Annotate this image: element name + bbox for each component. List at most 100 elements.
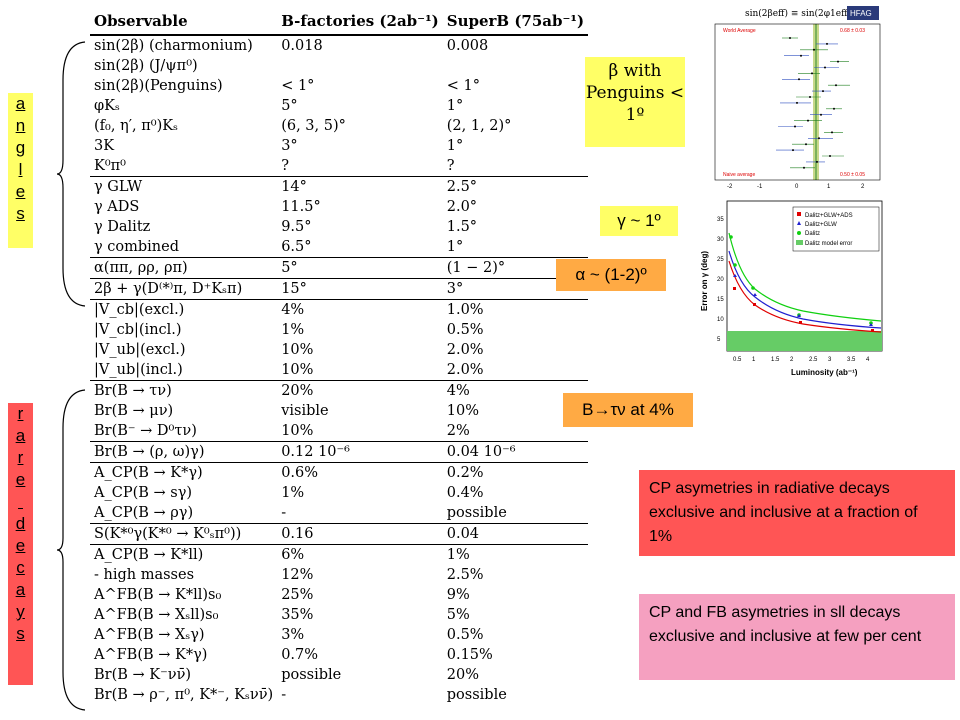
b-factories-cell: 20%	[277, 380, 443, 401]
b-factories-cell: 5°	[277, 257, 443, 279]
vertical-letter: s	[16, 624, 25, 643]
observable-cell: |V_cb|(incl.)	[94, 322, 182, 338]
superb-cell: possible	[446, 687, 507, 703]
observable-cell: γ Dalitz	[94, 219, 151, 235]
gamma-x-tick: 3.5	[847, 357, 856, 363]
observable-cell: |V_ub|(excl.)	[94, 342, 186, 358]
hfag-point	[835, 84, 837, 87]
observable-cell: A^FB(B → K*ll)s₀	[94, 587, 222, 603]
observable-cell: A^FB(B → Xₛγ)	[94, 627, 205, 643]
observable-cell: A_CP(B → K*ll)	[90, 544, 278, 565]
gamma-x-tick: 4	[866, 357, 870, 363]
superb-cell: 1.0%	[442, 299, 589, 320]
gamma-error-plot: Dalitz+GLW+ADS Dalitz+GLW Dalitz Dalitz …	[695, 193, 885, 378]
table-row: γ ADS 11.5° 2.0°	[90, 197, 588, 217]
observables-table-wrap: Observable B-factories (2ab⁻¹) SuperB (7…	[90, 8, 589, 705]
b-factories-cell: 4%	[277, 299, 443, 320]
hfag-first-value: 0.68 ± 0.03	[840, 28, 865, 34]
gamma-y-ticks: 5 10 15 20 25 30 35	[717, 217, 724, 343]
vertical-letter: a	[15, 94, 26, 113]
hfag-sin2beta-plot: sin(2βeff) ≡ sin(2φ1eff) HFAG World Aver…	[705, 0, 885, 190]
table-row: |V_ub|(incl.) 10% 2.0%	[90, 360, 588, 381]
b-factories-cell: possible	[281, 667, 342, 683]
table-row: |V_ub|(excl.) 10% 2.0%	[90, 340, 588, 360]
b-factories-cell: 10%	[281, 362, 314, 378]
superb-cell: 0.15%	[446, 647, 493, 663]
gamma-x-tick: 3	[828, 357, 832, 363]
dalitz-glw-curve	[728, 250, 882, 329]
b-factories-cell: (6, 3, 5)°	[281, 118, 346, 134]
svg-text:-2: -2	[727, 184, 733, 190]
vertical-letter: a	[15, 426, 26, 445]
observable-cell: Br(B⁻ → D⁰τν)	[94, 423, 197, 439]
table-row: K⁰π⁰??	[90, 156, 588, 177]
table-row: A_CP(B → ργ) - possible	[90, 503, 588, 524]
hfag-x-ticks: -2 -1 0 1 2	[727, 184, 865, 190]
rare-decays-brace	[56, 389, 86, 711]
vertical-letter: r	[17, 404, 24, 423]
b-factories-cell: 25%	[281, 587, 314, 603]
cp-fb-note: CP and FB asymetries in sll decays exclu…	[639, 594, 955, 680]
hfag-last-entry: Naive average	[723, 172, 755, 178]
hfag-point	[811, 72, 813, 75]
hfag-point	[798, 78, 800, 81]
dalitz-glw-ads-curve	[728, 260, 882, 333]
table-row: (f₀, η′, π⁰)Kₛ (6, 3, 5)° (2, 1, 2)°	[90, 116, 588, 136]
table-row: A^FB(B → Xₛγ) 3% 0.5%	[90, 625, 588, 645]
observable-cell: γ ADS	[94, 199, 140, 215]
b-factories-cell: -	[281, 505, 287, 521]
gamma-x-tick: 0.5	[733, 357, 742, 363]
observable-cell: K⁰π⁰	[94, 158, 126, 174]
gamma-y-tick: 30	[717, 237, 724, 243]
observable-cell: 3K	[94, 138, 115, 154]
b-factories-cell: 9.5°	[281, 219, 312, 235]
b-factories-cell	[277, 56, 443, 76]
hfag-badge	[847, 6, 879, 20]
hfag-point	[805, 143, 807, 146]
gamma-x-tick: 2	[790, 357, 794, 363]
hfag-point	[824, 66, 826, 69]
observable-cell: S(K*⁰γ(K*⁰ → K⁰ₛπ⁰))	[90, 523, 278, 545]
table-row: sin(2β)(Penguins) < 1° < 1°	[90, 76, 588, 96]
superb-cell: 2%	[446, 423, 470, 439]
hfag-badge-text: HFAG	[850, 9, 872, 18]
hfag-point	[829, 155, 831, 157]
gamma-y-tick: 5	[717, 337, 721, 343]
dalitz-curve	[728, 232, 882, 322]
table-row: |V_cb|(excl.) 4% 1.0%	[90, 299, 589, 320]
superb-cell: 0.2%	[442, 462, 589, 483]
superb-cell: possible	[446, 505, 507, 521]
vertical-letter: l	[18, 160, 23, 179]
hfag-point	[826, 42, 828, 45]
svg-text:-1: -1	[757, 184, 763, 190]
superb-cell: 2.5°	[442, 176, 589, 197]
table-row: Br(B → K⁻νν̄) possible 20%	[90, 665, 588, 685]
table-row: Br(B → ρ⁻, π⁰, K*⁻, Kₛνν̄) - possible	[90, 685, 588, 705]
table-row: 2β + γ(D⁽*⁾π, D⁺Kₛπ) 15° 3°	[90, 278, 589, 300]
superb-cell: 9%	[446, 587, 470, 603]
vertical-letter: e	[15, 182, 26, 201]
table-row: S(K*⁰γ(K*⁰ → K⁰ₛπ⁰)) 0.16 0.04	[90, 523, 589, 545]
observable-cell: - high masses	[94, 567, 195, 583]
header-observable: Observable	[90, 8, 278, 36]
observable-cell: A_CP(B → ργ)	[94, 505, 194, 521]
superb-cell: ?	[446, 158, 455, 174]
header-superb: SuperB (75ab⁻¹)	[442, 8, 589, 36]
legend-glw-text: Dalitz+GLW	[805, 222, 837, 228]
b-factories-cell: 1%	[281, 322, 305, 338]
hfag-point	[796, 101, 798, 104]
table-row: A_CP(B → sγ) 1% 0.4%	[90, 483, 588, 503]
table-row: γ GLW 14° 2.5°	[90, 176, 589, 197]
table-row: Br(B → (ρ, ω)γ) 0.12 10⁻⁶ 0.04 10⁻⁶	[90, 441, 589, 463]
table-row: α(ππ, ρρ, ρπ) 5° (1 − 2)°	[90, 257, 589, 279]
gamma-legend-box	[792, 206, 880, 252]
cp-radiative-note: CP asymetries in radiative decays exclus…	[639, 470, 955, 556]
superb-cell: (2, 1, 2)°	[446, 118, 512, 134]
table-row: 3K 3° 1°	[90, 136, 588, 156]
b-factories-cell: 0.12 10⁻⁶	[277, 441, 443, 463]
vertical-letter: y	[16, 602, 25, 621]
hfag-point	[809, 96, 811, 98]
gamma-y-label: Error on γ (deg)	[700, 251, 709, 311]
table-row: A^FB(B → K*γ) 0.7% 0.15%	[90, 645, 588, 665]
